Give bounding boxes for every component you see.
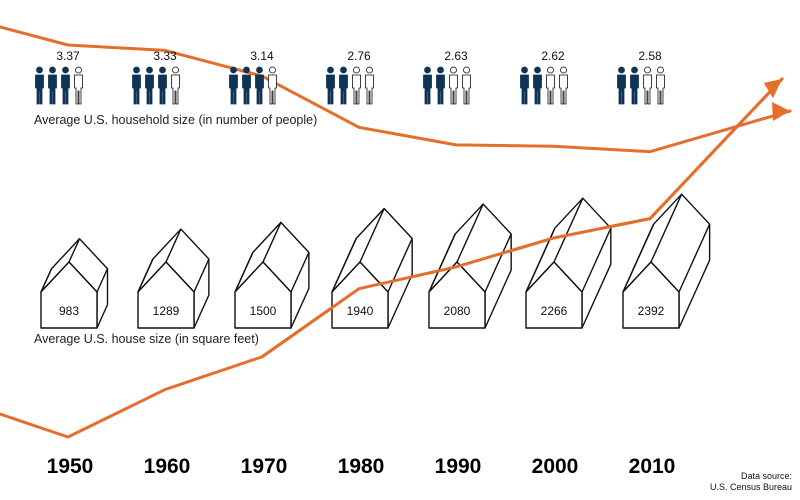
person-icon <box>132 66 141 105</box>
household-value-label: 3.37 <box>56 49 80 63</box>
person-icon <box>339 66 348 105</box>
house-series-caption: Average U.S. house size (in square feet) <box>34 332 259 346</box>
person-icon <box>630 66 639 105</box>
person-outline-icon <box>449 66 458 105</box>
x-tick-label: 1980 <box>338 455 385 478</box>
person-icon <box>436 66 445 105</box>
house-icon: 2080 <box>428 203 512 329</box>
house-icon: 1289 <box>137 228 210 329</box>
data-source-value: U.S. Census Bureau <box>710 482 792 492</box>
household-value-label: 2.58 <box>638 49 662 63</box>
house-icon: 2392 <box>622 193 711 329</box>
x-tick-label: 2000 <box>532 455 579 478</box>
person-icon <box>61 66 70 105</box>
person-icon <box>533 66 542 105</box>
person-outline-icon <box>365 66 374 105</box>
household-group: 2.62 <box>520 49 568 105</box>
person-icon <box>35 66 44 105</box>
house-value-label: 1500 <box>250 304 277 318</box>
house-size-line-front <box>260 77 784 359</box>
person-icon <box>158 66 167 105</box>
person-icon <box>617 66 626 105</box>
household-line-arrowhead <box>772 102 790 121</box>
household-group: 2.58 <box>617 49 665 105</box>
household-value-label: 2.76 <box>347 49 371 63</box>
house-icon: 983 <box>40 238 109 329</box>
x-tick-label: 1990 <box>435 455 482 478</box>
household-value-label: 2.62 <box>541 49 565 63</box>
person-outline-icon <box>74 66 83 105</box>
house-icon: 2266 <box>525 197 612 329</box>
house-value-label: 1940 <box>347 304 374 318</box>
person-outline-icon <box>643 66 652 105</box>
household-value-label: 2.63 <box>444 49 468 63</box>
household-icons-layer: 3.37 3.33 3.14 2.76 2.63 2.62 2.58 <box>35 49 665 105</box>
household-group: 3.37 <box>35 49 83 105</box>
house-value-label: 2080 <box>444 304 471 318</box>
x-tick-label: 2010 <box>629 455 676 478</box>
house-value-label: 983 <box>59 304 79 318</box>
household-group: 2.76 <box>326 49 374 105</box>
household-value-label: 3.33 <box>153 49 177 63</box>
house-value-label: 1289 <box>153 304 180 318</box>
x-tick-label: 1950 <box>47 455 94 478</box>
person-outline-icon <box>268 66 277 105</box>
person-outline-icon <box>352 66 361 105</box>
house-icons-layer: 983 1289 1500 1940 2080 2266 2392 <box>40 193 711 329</box>
person-outline-icon <box>656 66 665 105</box>
household-group: 3.33 <box>132 49 180 105</box>
person-outline-icon <box>546 66 555 105</box>
household-group: 3.14 <box>229 49 277 105</box>
person-icon <box>48 66 57 105</box>
house-icon: 1500 <box>234 221 310 329</box>
household-series-caption: Average U.S. household size (in number o… <box>34 113 317 127</box>
person-outline-icon <box>559 66 568 105</box>
x-axis-year-labels: 1950 1960 1970 1980 1990 2000 2010 <box>47 455 676 478</box>
house-value-label: 2266 <box>541 304 568 318</box>
person-icon <box>242 66 251 105</box>
data-source-label: Data source: <box>741 471 792 481</box>
person-icon <box>326 66 335 105</box>
person-outline-icon <box>171 66 180 105</box>
house-icon: 1940 <box>331 207 413 329</box>
x-tick-label: 1960 <box>144 455 191 478</box>
house-value-label: 2392 <box>638 304 665 318</box>
household-size-line <box>0 25 792 154</box>
person-outline-icon <box>462 66 471 105</box>
household-value-label: 3.14 <box>250 49 274 63</box>
household-group: 2.63 <box>423 49 471 105</box>
person-icon <box>520 66 529 105</box>
person-icon <box>229 66 238 105</box>
person-icon <box>255 66 264 105</box>
person-icon <box>423 66 432 105</box>
person-icon <box>145 66 154 105</box>
x-tick-label: 1970 <box>241 455 288 478</box>
